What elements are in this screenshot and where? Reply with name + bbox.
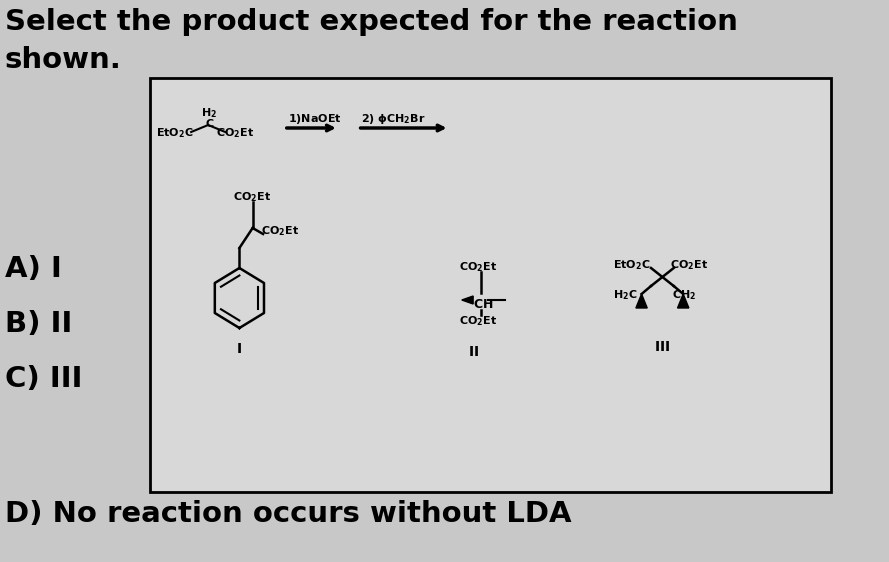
Text: $\mathbf{1) NaOEt}$: $\mathbf{1) NaOEt}$ — [288, 112, 341, 126]
Text: $\mathbf{I}$: $\mathbf{I}$ — [236, 342, 243, 356]
Text: shown.: shown. — [4, 46, 122, 74]
Text: $\mathbf{CO_2Et}$: $\mathbf{CO_2Et}$ — [261, 224, 300, 238]
Text: $\mathbf{CO_2Et}$: $\mathbf{CO_2Et}$ — [459, 260, 497, 274]
Text: $\mathbf{CO_2Et}$: $\mathbf{CO_2Et}$ — [459, 314, 497, 328]
Text: B) II: B) II — [4, 310, 72, 338]
Polygon shape — [677, 294, 689, 308]
Bar — [149, 78, 831, 492]
Text: $\mathbf{CO_2Et}$: $\mathbf{CO_2Et}$ — [216, 126, 253, 140]
Polygon shape — [636, 294, 647, 308]
Text: $\mathbf{2)\ \phi CH_2Br}$: $\mathbf{2)\ \phi CH_2Br}$ — [361, 112, 425, 126]
Text: $\mathbf{C}$: $\mathbf{C}$ — [205, 117, 215, 129]
Text: $\mathbf{CO_2Et}$: $\mathbf{CO_2Et}$ — [670, 258, 708, 272]
Text: D) No reaction occurs without LDA: D) No reaction occurs without LDA — [4, 500, 572, 528]
Text: $\mathbf{CO_2Et}$: $\mathbf{CO_2Et}$ — [233, 190, 271, 204]
Text: $\mathbf{H_2}$: $\mathbf{H_2}$ — [201, 106, 217, 120]
Text: $\mathbf{II}$: $\mathbf{II}$ — [468, 345, 478, 359]
Text: $\mathbf{EtO_2C}$: $\mathbf{EtO_2C}$ — [156, 126, 194, 140]
Text: $\mathbf{EtO_2C}$: $\mathbf{EtO_2C}$ — [613, 258, 651, 272]
Text: $\mathbf{CH}$: $\mathbf{CH}$ — [473, 298, 493, 311]
Text: $\mathbf{CH_2}$: $\mathbf{CH_2}$ — [672, 288, 696, 302]
Text: C) III: C) III — [4, 365, 82, 393]
Text: $\mathbf{III}$: $\mathbf{III}$ — [654, 340, 670, 354]
Polygon shape — [461, 296, 473, 304]
Text: $\mathbf{H_2C}$: $\mathbf{H_2C}$ — [613, 288, 637, 302]
Text: A) I: A) I — [4, 255, 61, 283]
Text: Select the product expected for the reaction: Select the product expected for the reac… — [4, 8, 738, 36]
